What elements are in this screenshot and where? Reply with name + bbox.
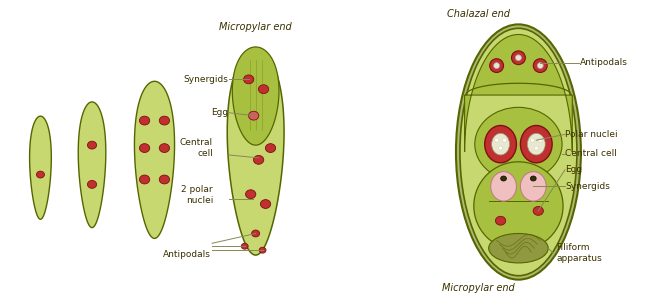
Ellipse shape: [495, 138, 499, 142]
Polygon shape: [78, 102, 106, 228]
Ellipse shape: [521, 172, 546, 201]
Ellipse shape: [139, 175, 149, 184]
Ellipse shape: [159, 175, 169, 184]
Ellipse shape: [533, 206, 543, 215]
Text: Central
cell: Central cell: [180, 138, 213, 158]
Ellipse shape: [499, 146, 503, 150]
Ellipse shape: [527, 133, 545, 155]
Ellipse shape: [88, 181, 96, 188]
Ellipse shape: [139, 144, 149, 153]
Ellipse shape: [460, 28, 577, 276]
Ellipse shape: [258, 85, 269, 94]
Ellipse shape: [266, 144, 276, 153]
Ellipse shape: [241, 243, 248, 249]
Text: Polar nuclei: Polar nuclei: [565, 130, 618, 139]
Ellipse shape: [260, 200, 271, 209]
Text: Synergids: Synergids: [183, 75, 228, 84]
Ellipse shape: [475, 107, 562, 181]
Ellipse shape: [244, 75, 254, 84]
Ellipse shape: [535, 146, 539, 150]
Ellipse shape: [248, 111, 259, 120]
Ellipse shape: [531, 176, 536, 181]
Ellipse shape: [252, 230, 260, 237]
Ellipse shape: [495, 216, 506, 225]
Ellipse shape: [489, 233, 548, 263]
Ellipse shape: [503, 138, 507, 142]
Ellipse shape: [474, 162, 563, 250]
Text: Synergids: Synergids: [565, 182, 610, 191]
Ellipse shape: [246, 190, 256, 199]
Text: Egg: Egg: [210, 108, 228, 117]
Text: 2 polar
nuclei: 2 polar nuclei: [181, 185, 213, 205]
Polygon shape: [465, 34, 572, 152]
Ellipse shape: [493, 63, 499, 69]
Ellipse shape: [485, 126, 517, 163]
Text: Filiform
apparatus: Filiform apparatus: [556, 244, 602, 263]
Ellipse shape: [537, 63, 543, 69]
Ellipse shape: [531, 138, 535, 142]
Text: Antipodals: Antipodals: [580, 58, 627, 67]
Ellipse shape: [521, 126, 552, 163]
Polygon shape: [134, 81, 175, 238]
Ellipse shape: [159, 116, 169, 125]
Ellipse shape: [37, 171, 44, 178]
Ellipse shape: [491, 172, 517, 201]
Text: Antipodals: Antipodals: [163, 250, 211, 259]
Text: Chalazal end: Chalazal end: [448, 9, 510, 19]
Ellipse shape: [539, 138, 542, 142]
Ellipse shape: [254, 155, 264, 164]
Text: Central cell: Central cell: [565, 150, 617, 158]
Ellipse shape: [515, 55, 521, 61]
Ellipse shape: [511, 51, 525, 65]
Text: Egg: Egg: [565, 165, 582, 174]
Ellipse shape: [139, 116, 149, 125]
Text: Micropylar end: Micropylar end: [442, 283, 515, 293]
Ellipse shape: [533, 59, 547, 72]
Ellipse shape: [88, 141, 96, 149]
Ellipse shape: [159, 144, 169, 153]
Text: Micropylar end: Micropylar end: [219, 22, 292, 32]
Ellipse shape: [491, 133, 509, 155]
Ellipse shape: [501, 176, 507, 181]
Polygon shape: [30, 116, 51, 219]
Ellipse shape: [456, 24, 581, 280]
Polygon shape: [227, 49, 284, 255]
Polygon shape: [232, 47, 279, 145]
Ellipse shape: [259, 247, 266, 253]
Ellipse shape: [489, 59, 503, 72]
